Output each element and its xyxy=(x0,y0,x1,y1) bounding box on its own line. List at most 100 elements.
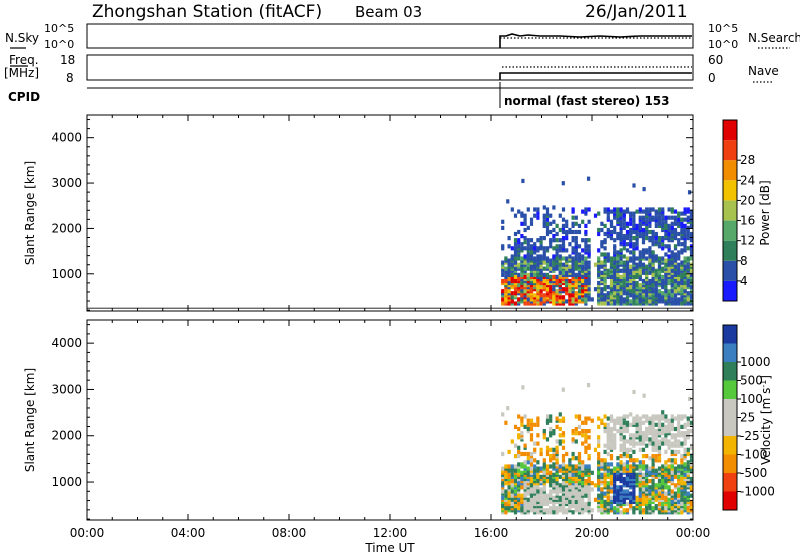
data-cell xyxy=(677,242,681,247)
data-cell xyxy=(568,289,572,294)
data-cell xyxy=(683,256,687,261)
data-cell xyxy=(590,508,594,513)
data-cell xyxy=(609,219,614,224)
data-cell xyxy=(657,289,662,294)
data-cell xyxy=(683,499,687,504)
data-cell xyxy=(625,221,630,226)
data-cell xyxy=(568,264,572,269)
data-cell xyxy=(629,211,633,216)
data-cell xyxy=(641,414,646,419)
data-cell xyxy=(625,276,630,282)
data-cell xyxy=(686,416,690,421)
freq-tick-bottom: 8 xyxy=(66,71,74,85)
data-cell xyxy=(629,217,633,222)
data-cell xyxy=(638,268,642,273)
data-cell xyxy=(520,256,524,261)
data-cell xyxy=(686,272,690,277)
data-cell xyxy=(616,217,620,222)
data-cell xyxy=(526,276,530,282)
data-cell xyxy=(661,410,665,415)
data-cell xyxy=(526,460,530,465)
data-cell xyxy=(609,209,614,214)
data-cell xyxy=(673,209,678,214)
data-cell xyxy=(667,458,671,463)
data-cell xyxy=(689,493,694,498)
data-cell xyxy=(622,435,626,440)
data-cell xyxy=(510,299,514,304)
freq-line xyxy=(499,72,692,80)
data-cell xyxy=(590,481,594,486)
data-cell xyxy=(513,474,518,479)
data-cell xyxy=(603,499,607,504)
data-cell xyxy=(661,422,665,427)
data-cell xyxy=(526,456,530,461)
data-cell xyxy=(670,441,674,446)
data-cell xyxy=(629,250,633,255)
data-cell xyxy=(661,209,665,214)
data-cell xyxy=(648,485,652,490)
data-cell xyxy=(689,499,694,504)
data-cell xyxy=(568,254,572,259)
data-cell xyxy=(501,278,505,284)
data-cell xyxy=(510,272,514,277)
nave-tick-top: 60 xyxy=(708,53,723,67)
data-cell xyxy=(545,449,550,454)
data-cell xyxy=(683,231,687,237)
data-cell xyxy=(629,221,633,226)
data-cell xyxy=(619,248,623,253)
data-cell xyxy=(622,489,626,494)
data-cell xyxy=(526,497,530,502)
data-cell xyxy=(574,221,578,226)
data-cell xyxy=(600,508,604,513)
data-cell xyxy=(622,260,626,265)
data-cell xyxy=(520,221,524,226)
data-cell xyxy=(619,437,623,442)
data-cell xyxy=(606,291,610,296)
data-cell xyxy=(584,293,588,298)
data-cell xyxy=(613,229,617,235)
data-cell xyxy=(622,297,626,302)
data-cell xyxy=(632,301,636,306)
data-cell-outlier xyxy=(586,176,591,181)
data-cell xyxy=(529,221,534,226)
data-cell xyxy=(667,215,671,220)
nsky-tick-top: 10^5 xyxy=(44,22,74,35)
data-cell xyxy=(622,234,626,239)
data-cell xyxy=(648,236,652,241)
data-cell xyxy=(651,240,655,245)
data-cell xyxy=(651,441,655,446)
data-cell xyxy=(616,250,620,255)
data-cell xyxy=(673,483,678,488)
data-cell xyxy=(616,476,620,482)
data-cell xyxy=(609,433,614,438)
data-cell xyxy=(590,470,594,475)
data-cell xyxy=(587,238,591,243)
data-cell xyxy=(526,246,530,251)
colorbar-tick-label: 4 xyxy=(740,274,748,288)
y-tick-label: 3000 xyxy=(51,382,82,396)
data-cell xyxy=(584,433,588,438)
data-cell xyxy=(561,256,566,261)
nsky-frame xyxy=(86,23,694,49)
data-cell xyxy=(670,299,674,304)
data-cell xyxy=(574,215,578,220)
data-cell xyxy=(597,227,601,233)
data-cell xyxy=(619,209,623,214)
data-cell xyxy=(613,256,617,261)
data-cell xyxy=(581,481,585,486)
data-cell xyxy=(632,433,636,438)
data-cell xyxy=(558,495,562,500)
data-cell xyxy=(571,429,575,434)
data-cell xyxy=(664,231,668,237)
data-cell xyxy=(542,497,546,502)
data-cell xyxy=(622,246,626,251)
data-cell xyxy=(673,221,678,226)
colorbar-tick-label: 24 xyxy=(740,173,755,187)
data-cell xyxy=(568,472,572,477)
data-cell xyxy=(571,207,575,212)
data-cell xyxy=(683,240,687,245)
data-cell xyxy=(683,447,687,452)
data-cell xyxy=(507,491,511,496)
data-cell xyxy=(513,443,518,448)
data-cell xyxy=(619,495,623,500)
